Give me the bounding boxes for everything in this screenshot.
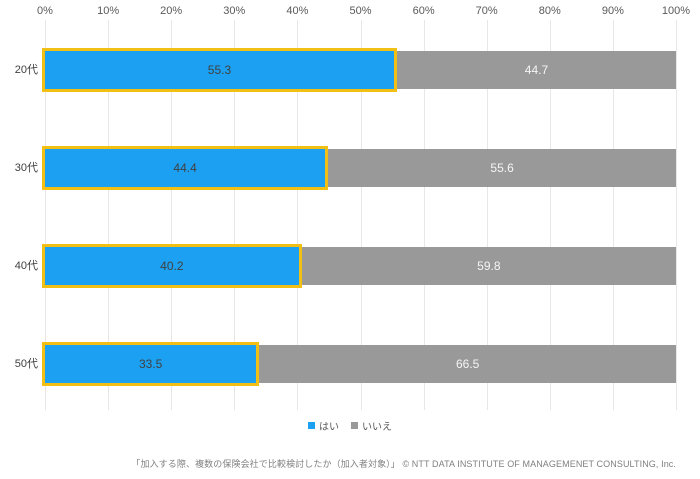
plot-area: 20代 55.3 44.7 30代 44.4 55.6 40代 40.2 59.8 50代 33.5… bbox=[15, 20, 677, 410]
x-axis-tick-label: 0% bbox=[37, 5, 53, 17]
x-axis-tick-label: 80% bbox=[538, 5, 561, 17]
gridline bbox=[486, 20, 488, 410]
category-label: 40代 bbox=[14, 260, 38, 272]
gridline bbox=[549, 20, 551, 410]
x-axis-tick-label: 20% bbox=[160, 5, 183, 17]
x-axis-tick-label: 100% bbox=[661, 5, 691, 17]
x-axis-tick-label: 60% bbox=[412, 5, 435, 17]
legend-label: はい bbox=[319, 422, 339, 433]
legend-swatch-icon bbox=[351, 422, 358, 429]
legend: はい いいえ bbox=[0, 418, 700, 433]
bar-segment-no: 66.5 bbox=[259, 345, 676, 383]
legend-item: はい bbox=[308, 418, 339, 433]
bar-value-label: 44.7 bbox=[524, 63, 549, 77]
bar-value-label: 55.6 bbox=[490, 161, 514, 175]
x-axis: 0% 10% 20% 30% 40% 50% 60% 70% 80% 90% 100% bbox=[37, 0, 690, 20]
bar-row: 20代 55.3 44.7 bbox=[15, 48, 676, 92]
bar-row: 50代 33.5 66.5 bbox=[15, 342, 676, 386]
bar-segment-yes: 55.3 bbox=[42, 48, 397, 92]
x-axis-tick-label: 30% bbox=[223, 5, 246, 17]
chart-footer-note: 「加入する際、複数の保険会社で比較検討したか（加入者対象）」 © NTT DAT… bbox=[131, 459, 676, 469]
gridline bbox=[108, 20, 110, 410]
category-label: 20代 bbox=[14, 64, 38, 76]
gridline bbox=[297, 20, 299, 410]
x-axis-tick-label: 70% bbox=[475, 5, 498, 17]
category-label: 30代 bbox=[14, 162, 38, 174]
gridline bbox=[676, 20, 677, 410]
gridline bbox=[234, 20, 236, 410]
bar-segment-yes: 44.4 bbox=[42, 146, 329, 190]
bar-value-label: 40.2 bbox=[160, 259, 184, 273]
x-axis-tick-label: 90% bbox=[601, 5, 624, 17]
bar-segment-yes: 33.5 bbox=[42, 342, 260, 386]
bar-value-label: 59.8 bbox=[477, 259, 501, 273]
gridline bbox=[360, 20, 362, 410]
x-axis-tick-label: 40% bbox=[286, 5, 309, 17]
x-axis-tick-label: 10% bbox=[97, 5, 120, 17]
bar-row: 30代 44.4 55.6 bbox=[15, 146, 676, 190]
bar-value-label: 55.3 bbox=[207, 63, 232, 77]
bar-row: 40代 40.2 59.8 bbox=[15, 244, 676, 288]
gridline bbox=[171, 20, 173, 410]
bar-segment-no: 55.6 bbox=[328, 149, 676, 187]
bar-segment-yes: 40.2 bbox=[42, 244, 302, 288]
bar-segment-no: 44.7 bbox=[396, 51, 676, 89]
legend-item: いいえ bbox=[351, 418, 392, 433]
gridline bbox=[612, 20, 614, 410]
gridline bbox=[423, 20, 425, 410]
bar-segment-no: 59.8 bbox=[301, 247, 676, 285]
legend-label: いいえ bbox=[362, 422, 392, 433]
legend-swatch-icon bbox=[308, 422, 315, 429]
bar-value-label: 33.5 bbox=[139, 357, 163, 371]
gridline bbox=[45, 20, 46, 410]
bar-value-label: 44.4 bbox=[173, 161, 197, 175]
x-axis-tick-label: 50% bbox=[349, 5, 372, 17]
category-label: 50代 bbox=[14, 358, 38, 370]
bar-value-label: 66.5 bbox=[456, 357, 480, 371]
